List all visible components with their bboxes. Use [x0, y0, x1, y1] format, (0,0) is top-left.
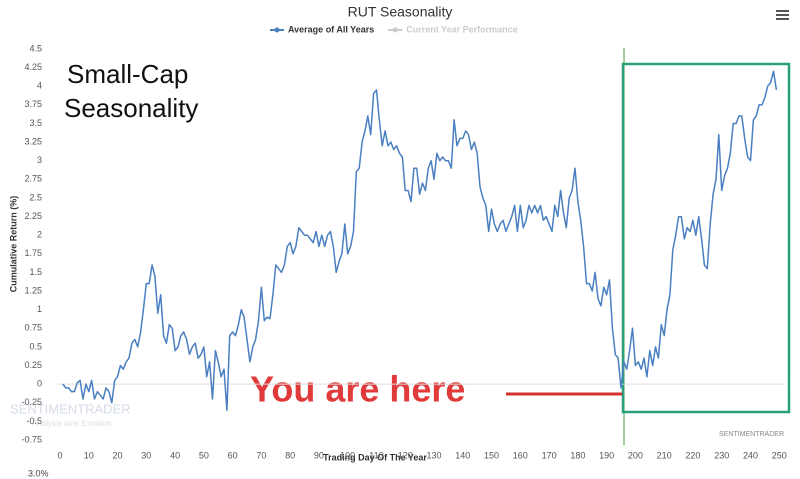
y-tick-label: 4: [37, 81, 42, 91]
menu-bar[interactable]: [776, 18, 789, 20]
x-tick-label: 10: [84, 450, 94, 460]
x-tick-label: 20: [113, 450, 123, 460]
y-axis-title: Cumulative Return (%): [8, 196, 18, 293]
y-tick-label: 0.75: [24, 323, 42, 333]
x-tick-label: 150: [484, 450, 499, 460]
x-tick-label: 110: [369, 450, 383, 460]
x-tick-label: 100: [340, 450, 355, 460]
credit: SENTIMENTRADER: [719, 431, 784, 438]
x-tick-label: 60: [228, 450, 238, 460]
y-tick-label: 0: [37, 379, 42, 389]
x-tick-label: 170: [542, 450, 557, 460]
x-tick-label: 250: [772, 450, 787, 460]
x-tick-label: 210: [657, 450, 672, 460]
x-tick-label: 190: [599, 450, 614, 460]
x-tick-label: 40: [170, 450, 180, 460]
series-line: [62, 70, 778, 411]
y-tick-label: 3: [37, 155, 42, 165]
x-tick-label: 240: [743, 450, 758, 460]
menu-icon[interactable]: [776, 10, 789, 20]
x-tick-label: 200: [628, 450, 643, 460]
legend-item[interactable]: Average of All Years: [270, 24, 374, 34]
y-tick-label: 2: [37, 230, 42, 240]
y-tick-label: 1.5: [29, 267, 42, 277]
legend-label: Average of All Years: [288, 24, 374, 34]
legend-marker: [274, 27, 280, 33]
y-tick-label: -0.25: [21, 397, 42, 407]
x-tick-label: 140: [455, 450, 470, 460]
y-tick-label: 4.25: [24, 62, 42, 72]
x-tick-label: 80: [285, 450, 295, 460]
y-tick-label: 1.75: [24, 248, 42, 258]
headline: Seasonality: [64, 93, 198, 123]
x-tick-label: 50: [199, 450, 209, 460]
x-tick-label: 90: [314, 450, 324, 460]
legend-item[interactable]: Current Year Performance: [388, 24, 518, 34]
x-tick-label: 180: [570, 450, 585, 460]
watermark: Analysis over Emotion: [32, 419, 111, 428]
chart-title: RUT Seasonality: [348, 4, 453, 20]
x-tick-label: 130: [426, 450, 441, 460]
x-tick-label: 30: [141, 450, 151, 460]
y-tick-label: 3.75: [24, 99, 42, 109]
x-tick-label: 160: [513, 450, 528, 460]
highlight-box: [621, 62, 791, 414]
y-tick-label: 2.5: [29, 192, 42, 202]
y-tick-label: 1.25: [24, 285, 42, 295]
x-tick-label: 120: [398, 450, 413, 460]
legend-label: Current Year Performance: [406, 24, 517, 34]
x-tick-label: 220: [685, 450, 700, 460]
y-tick-label: 2.25: [24, 211, 42, 221]
pointer-label: You are here: [250, 369, 465, 410]
menu-bar[interactable]: [776, 10, 789, 12]
corner-label: 3.0%: [28, 468, 49, 478]
y-tick-label: -0.5: [26, 416, 42, 426]
y-tick-label: 0.5: [29, 341, 42, 351]
y-tick-label: 2.75: [24, 174, 42, 184]
legend-marker: [392, 27, 398, 33]
y-tick-label: -0.75: [21, 434, 42, 444]
y-tick-label: 3.5: [29, 118, 42, 128]
y-tick-label: 3.25: [24, 136, 42, 146]
menu-bar[interactable]: [776, 14, 789, 16]
y-tick-label: 4.5: [29, 43, 42, 53]
x-tick-label: 70: [256, 450, 266, 460]
x-tick-label: 0: [57, 450, 62, 460]
y-tick-label: 1: [37, 304, 42, 314]
x-tick-label: 230: [714, 450, 729, 460]
watermark: SENTIMENTRADER: [10, 401, 131, 416]
y-tick-label: 0.25: [24, 360, 42, 370]
headline: Small-Cap: [67, 59, 188, 89]
x-axis-title: Trading Day Of The Year: [323, 452, 427, 462]
plot: 4.5 4.25 4 3.75 3.5 3.25 3 2.75 2.5 2.25 2 1.75 1.5 1…: [21, 43, 786, 460]
